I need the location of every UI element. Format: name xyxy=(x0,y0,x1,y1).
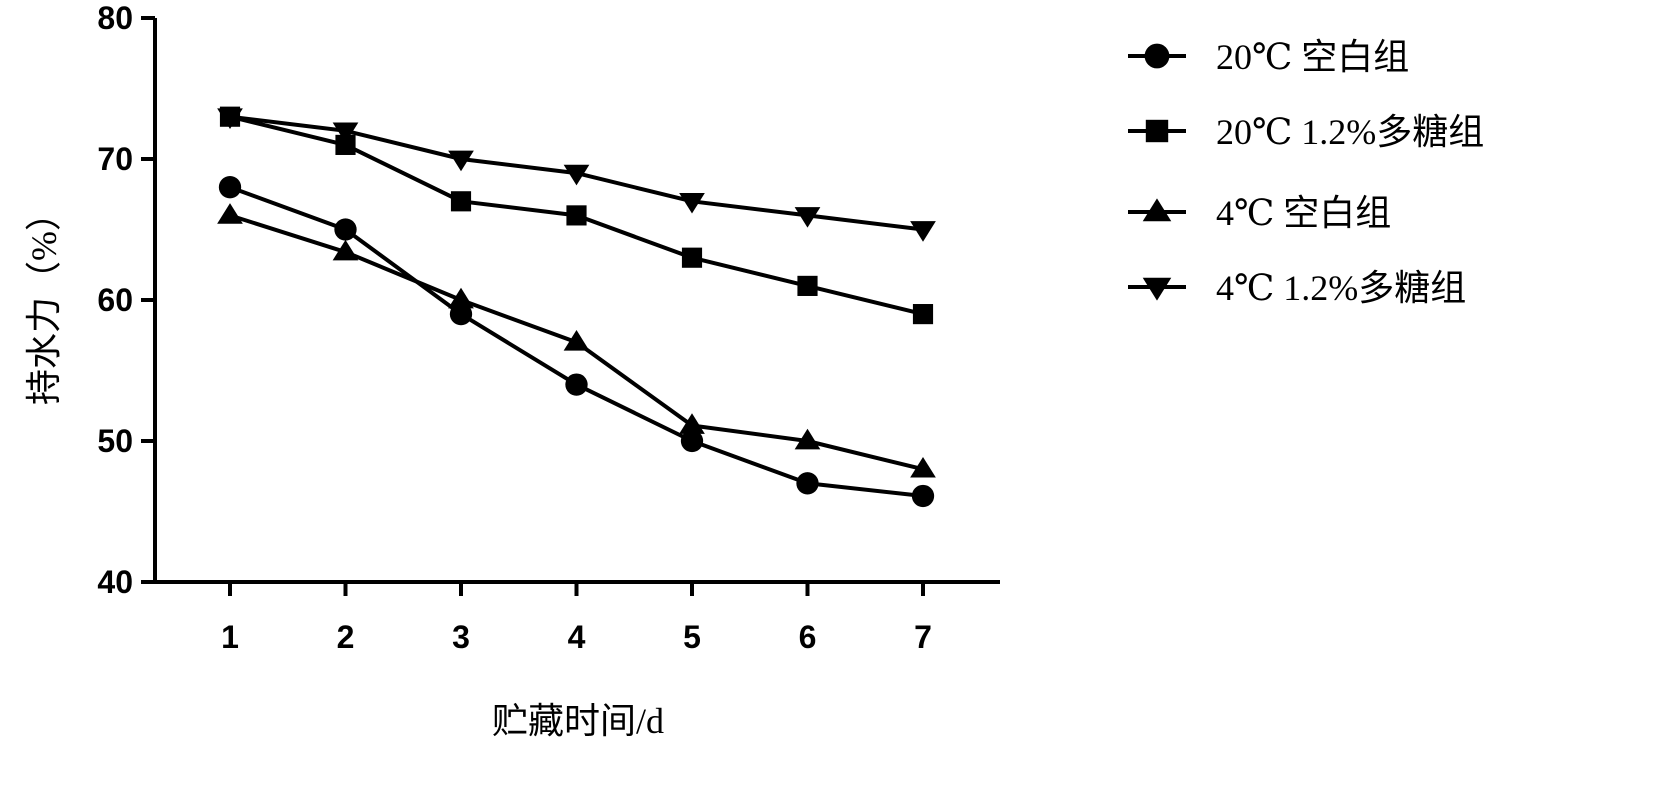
series-4 xyxy=(217,108,936,242)
data-point xyxy=(796,472,819,495)
y-axis-title: 持水力（%） xyxy=(24,195,64,405)
legend-marker xyxy=(1142,198,1172,222)
data-point xyxy=(449,302,473,326)
data-point xyxy=(679,413,705,434)
data-point xyxy=(217,203,243,224)
y-tick-label: 50 xyxy=(97,423,133,459)
data-point xyxy=(912,304,934,325)
data-point xyxy=(334,218,357,241)
data-point xyxy=(448,150,474,172)
x-axis-title: 贮藏时间/d xyxy=(492,701,664,741)
x-tick-label: 2 xyxy=(337,619,355,655)
legend-label: 4℃ 1.2%多糖组 xyxy=(1216,268,1466,308)
data-point xyxy=(911,484,935,508)
data-point xyxy=(797,275,818,296)
series-2 xyxy=(219,106,934,325)
x-tick-label: 7 xyxy=(914,619,932,655)
series-3 xyxy=(217,203,936,478)
legend-item: 20℃ 1.2%多糖组 xyxy=(1128,112,1484,152)
legend-label: 4℃ 空白组 xyxy=(1216,193,1391,233)
x-tick-label: 6 xyxy=(799,619,817,655)
x-tick-label: 1 xyxy=(221,619,239,655)
data-point xyxy=(448,287,474,309)
data-point xyxy=(680,429,704,453)
y-tick-label: 70 xyxy=(97,141,133,177)
y-tick-label: 80 xyxy=(97,0,133,36)
legend-item: 20℃ 空白组 xyxy=(1128,37,1409,77)
y-tick-label: 60 xyxy=(97,282,133,318)
legend: 20℃ 空白组 20℃ 1.2%多糖组 4℃ 空白组 4℃ 1.2%多糖组 xyxy=(1128,37,1484,308)
data-point xyxy=(218,176,242,199)
data-point xyxy=(679,192,705,214)
data-point xyxy=(332,122,359,144)
legend-marker xyxy=(1144,43,1170,69)
data-point xyxy=(563,330,590,351)
y-tick-label: 40 xyxy=(97,564,133,600)
data-point xyxy=(335,134,356,155)
legend-marker xyxy=(1142,277,1172,301)
data-point xyxy=(332,239,359,261)
legend-item: 4℃ 1.2%多糖组 xyxy=(1128,268,1466,308)
data-point xyxy=(681,247,703,268)
legend-label: 20℃ 空白组 xyxy=(1216,37,1409,77)
series-1 xyxy=(218,176,935,508)
series-layer xyxy=(217,106,936,508)
data-point xyxy=(217,108,243,129)
data-point xyxy=(794,207,821,228)
data-point xyxy=(794,428,821,450)
data-point xyxy=(910,456,936,478)
x-tick-label: 3 xyxy=(452,619,470,655)
axes: 40 50 60 70 80 1 2 3 4 5 6 7 xyxy=(97,0,1000,655)
data-point xyxy=(910,221,936,242)
legend-marker xyxy=(1145,119,1169,143)
data-point xyxy=(565,373,588,396)
x-tick-label: 4 xyxy=(568,619,586,655)
x-tick-label: 5 xyxy=(683,619,701,655)
legend-label: 20℃ 1.2%多糖组 xyxy=(1216,112,1484,152)
data-point xyxy=(563,164,590,186)
legend-item: 4℃ 空白组 xyxy=(1128,193,1391,233)
data-point xyxy=(566,205,587,226)
data-point xyxy=(450,191,472,212)
